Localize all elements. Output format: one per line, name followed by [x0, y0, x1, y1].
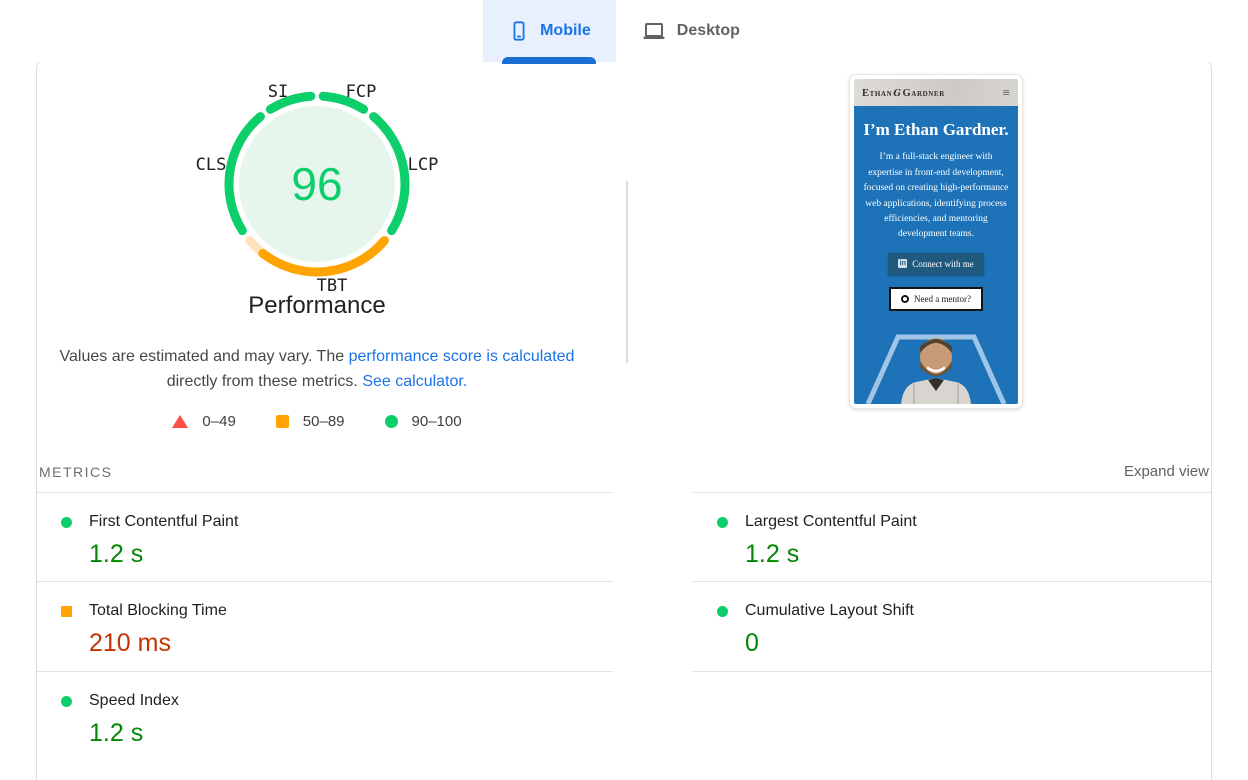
- metric-value: 1.2 s: [89, 719, 144, 747]
- screenshot-content: EthangGardner ≡ I’m Ethan Gardner. I’m a…: [854, 79, 1018, 404]
- gauge-arc-cls: [224, 112, 265, 236]
- gauge-inner-fill: [239, 106, 395, 262]
- smartphone-icon: [513, 21, 525, 41]
- gauge-label-cls: CLS: [195, 155, 227, 175]
- green-circle-icon: [384, 415, 398, 428]
- screenshot-site-logo: EthangGardner: [862, 85, 945, 100]
- legend-item-good: 90–100: [384, 413, 462, 430]
- orange-square-icon: [275, 415, 289, 428]
- see-calculator-link[interactable]: See calculator.: [362, 373, 468, 390]
- gauge-label-fcp: FCP: [345, 82, 377, 102]
- metric-label: Total Blocking Time: [89, 602, 227, 619]
- metric-value: 210 ms: [89, 629, 171, 657]
- screenshot-portrait-illustration: [865, 334, 1007, 404]
- active-tab-indicator: [502, 57, 597, 64]
- logo-script-glyph: g: [893, 85, 902, 100]
- tab-desktop[interactable]: Desktop: [616, 0, 765, 62]
- red-triangle-icon: [172, 415, 189, 428]
- score-disclaimer: Values are estimated and may vary. The p…: [47, 344, 587, 394]
- expand-view-button[interactable]: Expand view: [1123, 463, 1209, 480]
- gauge-label-si: SI: [267, 82, 289, 102]
- screenshot-mentor-button: Need a mentor?: [889, 286, 983, 311]
- gauge-label-tbt: TBT: [316, 276, 348, 296]
- mentor-button-label: Need a mentor?: [914, 293, 971, 304]
- screenshot-heading: I’m Ethan Gardner.: [863, 120, 1009, 139]
- metrics-grid: First Contentful Paint 1.2 s Largest Con…: [37, 492, 1211, 768]
- screenshot-connect-button: in Connect with me: [888, 252, 984, 275]
- tab-mobile[interactable]: Mobile: [483, 0, 616, 64]
- legend-poor-label: 0–49: [202, 413, 236, 430]
- orange-square-icon: [61, 605, 72, 617]
- disclaimer-text-2: directly from these metrics.: [166, 373, 363, 390]
- device-tabbar: Mobile Desktop: [0, 0, 1248, 64]
- legend-item-poor: 0–49: [172, 413, 236, 430]
- green-circle-icon: [717, 516, 728, 528]
- performance-score: 96: [291, 158, 342, 210]
- vertical-divider: [626, 181, 628, 363]
- page-screenshot-thumbnail: EthangGardner ≡ I’m Ethan Gardner. I’m a…: [850, 75, 1022, 408]
- logo-first: Ethan: [862, 88, 893, 99]
- green-circle-icon: [61, 695, 72, 707]
- logo-last: Gardner: [902, 88, 945, 99]
- metric-value: 1.2 s: [745, 540, 800, 568]
- legend-average-label: 50–89: [302, 413, 345, 430]
- metric-value: 1.2 s: [89, 540, 144, 568]
- screenshot-paragraph: I’m a full-stack engineer with expertise…: [863, 152, 1009, 240]
- performance-gauge: 96 SI FCP LCP TBT CLS: [195, 64, 439, 304]
- metric-label: Largest Contentful Paint: [745, 513, 917, 530]
- legend-item-average: 50–89: [275, 413, 345, 430]
- screenshot-hero: I’m Ethan Gardner. I’m a full-stack engi…: [854, 106, 1018, 404]
- hamburger-menu-icon: ≡: [1002, 84, 1010, 100]
- disclaimer-text-1: Values are estimated and may vary. The: [59, 348, 349, 365]
- green-circle-icon: [717, 605, 728, 617]
- green-circle-icon: [61, 516, 72, 528]
- legend-good-label: 90–100: [411, 413, 462, 430]
- report-card: 96 SI FCP LCP TBT CLS Performance Values…: [36, 60, 1212, 780]
- metric-value: 0: [745, 629, 759, 657]
- metric-cumulative-layout-shift: Cumulative Layout Shift 0: [693, 582, 1211, 672]
- gauge-arc-fcp: [318, 91, 369, 114]
- screenshot-site-header: EthangGardner ≡: [854, 79, 1018, 106]
- score-legend: 0–49 50–89 90–100: [67, 413, 567, 430]
- category-title: Performance: [248, 292, 386, 319]
- metric-empty-cell: [693, 672, 1211, 768]
- connect-button-label: Connect with me: [912, 258, 974, 269]
- score-calc-link[interactable]: performance score is calculated: [348, 348, 575, 365]
- gauge-arc-tbt: [258, 236, 389, 277]
- metric-first-contentful-paint: First Contentful Paint 1.2 s: [37, 492, 613, 582]
- gauge-arc-si: [265, 91, 316, 114]
- tab-desktop-label: Desktop: [676, 22, 740, 39]
- metrics-section-title: METRICS: [39, 463, 113, 480]
- gauge-arc-lcp: [369, 112, 410, 236]
- metric-speed-index: Speed Index 1.2 s: [37, 672, 613, 768]
- mentor-ring-icon: [901, 294, 909, 303]
- metric-total-blocking-time: Total Blocking Time 210 ms: [37, 582, 613, 672]
- metrics-header: METRICS Expand view: [37, 453, 1211, 492]
- performance-summary-section: 96 SI FCP LCP TBT CLS Performance Values…: [37, 61, 1211, 453]
- gauge-svg: 96: [224, 91, 410, 277]
- laptop-icon: [643, 23, 665, 39]
- metric-label: Speed Index: [89, 692, 179, 709]
- metric-label: First Contentful Paint: [89, 513, 239, 530]
- linkedin-icon: in: [898, 259, 908, 269]
- gauge-label-lcp: LCP: [407, 155, 439, 175]
- metric-largest-contentful-paint: Largest Contentful Paint 1.2 s: [693, 492, 1211, 582]
- metric-label: Cumulative Layout Shift: [745, 602, 914, 619]
- tab-mobile-label: Mobile: [540, 22, 591, 39]
